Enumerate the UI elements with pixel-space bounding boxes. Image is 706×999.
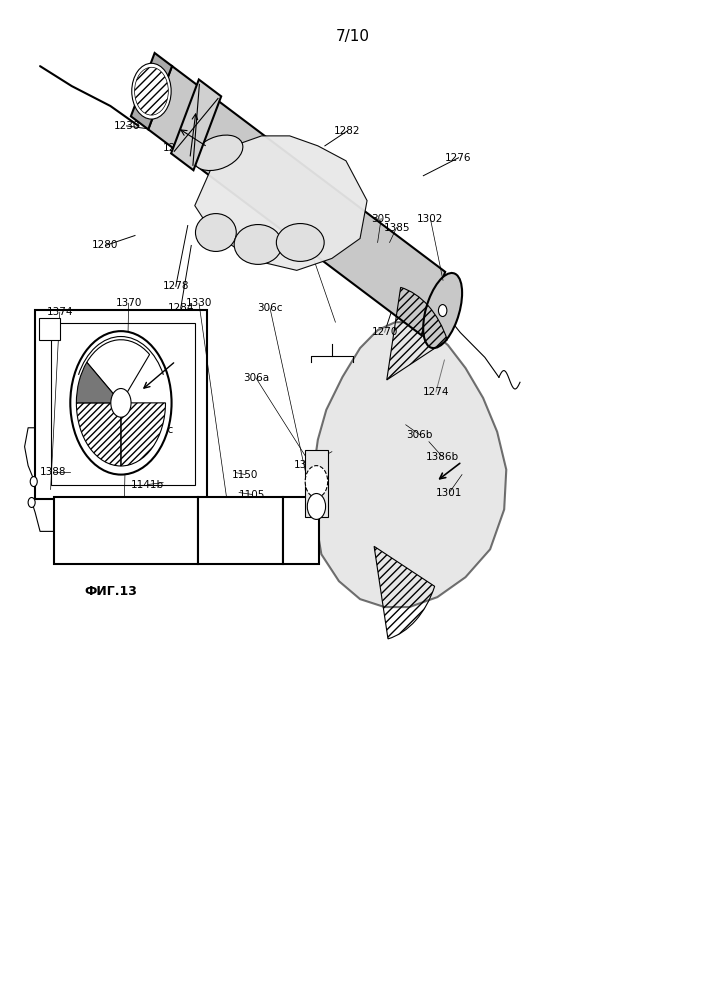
Bar — [198, 497, 282, 564]
Text: 1278: 1278 — [162, 282, 189, 292]
Text: 1284: 1284 — [167, 304, 194, 314]
Ellipse shape — [193, 135, 243, 171]
Text: 1276: 1276 — [445, 153, 472, 163]
Text: 306a: 306a — [243, 373, 269, 383]
Polygon shape — [313, 322, 506, 607]
Text: 1351: 1351 — [82, 388, 108, 398]
Text: 1374: 1374 — [47, 308, 73, 318]
Text: 7/10: 7/10 — [336, 29, 370, 44]
Wedge shape — [76, 363, 121, 403]
Text: 1386c: 1386c — [291, 236, 323, 246]
Text: 1141a: 1141a — [133, 390, 165, 400]
Polygon shape — [148, 66, 445, 336]
Circle shape — [30, 477, 37, 487]
Bar — [282, 497, 319, 564]
Text: 306b: 306b — [407, 430, 433, 440]
Text: ФИГ.12: ФИГ.12 — [84, 369, 137, 382]
Bar — [54, 497, 198, 564]
Circle shape — [307, 494, 325, 519]
Polygon shape — [171, 80, 221, 170]
Text: 1385: 1385 — [383, 223, 410, 233]
Polygon shape — [195, 136, 367, 271]
Bar — [39, 319, 60, 340]
Bar — [51, 323, 195, 485]
Text: 1141b: 1141b — [131, 480, 164, 490]
Text: 1230: 1230 — [114, 121, 140, 131]
Text: 305: 305 — [371, 214, 391, 224]
Text: 1274: 1274 — [423, 387, 449, 397]
Text: 1330: 1330 — [186, 299, 213, 309]
Text: 1302: 1302 — [417, 214, 443, 224]
Circle shape — [28, 498, 35, 507]
Text: 1301: 1301 — [436, 488, 462, 498]
Text: 1105: 1105 — [239, 490, 265, 500]
Circle shape — [438, 305, 447, 317]
Ellipse shape — [276, 224, 324, 262]
Text: 1370: 1370 — [116, 299, 142, 309]
Text: 1386b: 1386b — [426, 452, 459, 462]
Ellipse shape — [423, 273, 462, 348]
Text: ФИГ.13: ФИГ.13 — [84, 584, 137, 597]
Circle shape — [71, 331, 172, 475]
Polygon shape — [131, 53, 172, 130]
Text: 1280: 1280 — [92, 241, 119, 251]
Ellipse shape — [234, 225, 282, 265]
Bar — [305, 450, 328, 517]
Text: 1141c: 1141c — [141, 425, 174, 435]
Text: 1150: 1150 — [232, 470, 258, 480]
Circle shape — [305, 466, 328, 498]
Ellipse shape — [196, 214, 237, 252]
Circle shape — [132, 63, 171, 119]
Text: 1270: 1270 — [371, 327, 398, 337]
Text: 306c: 306c — [257, 304, 283, 314]
Circle shape — [111, 389, 131, 418]
Text: 1282: 1282 — [334, 126, 361, 136]
Text: 1320: 1320 — [294, 460, 321, 470]
Wedge shape — [87, 340, 150, 403]
Bar — [35, 311, 208, 500]
Text: 1251: 1251 — [162, 143, 189, 153]
Text: 1388: 1388 — [40, 467, 66, 477]
